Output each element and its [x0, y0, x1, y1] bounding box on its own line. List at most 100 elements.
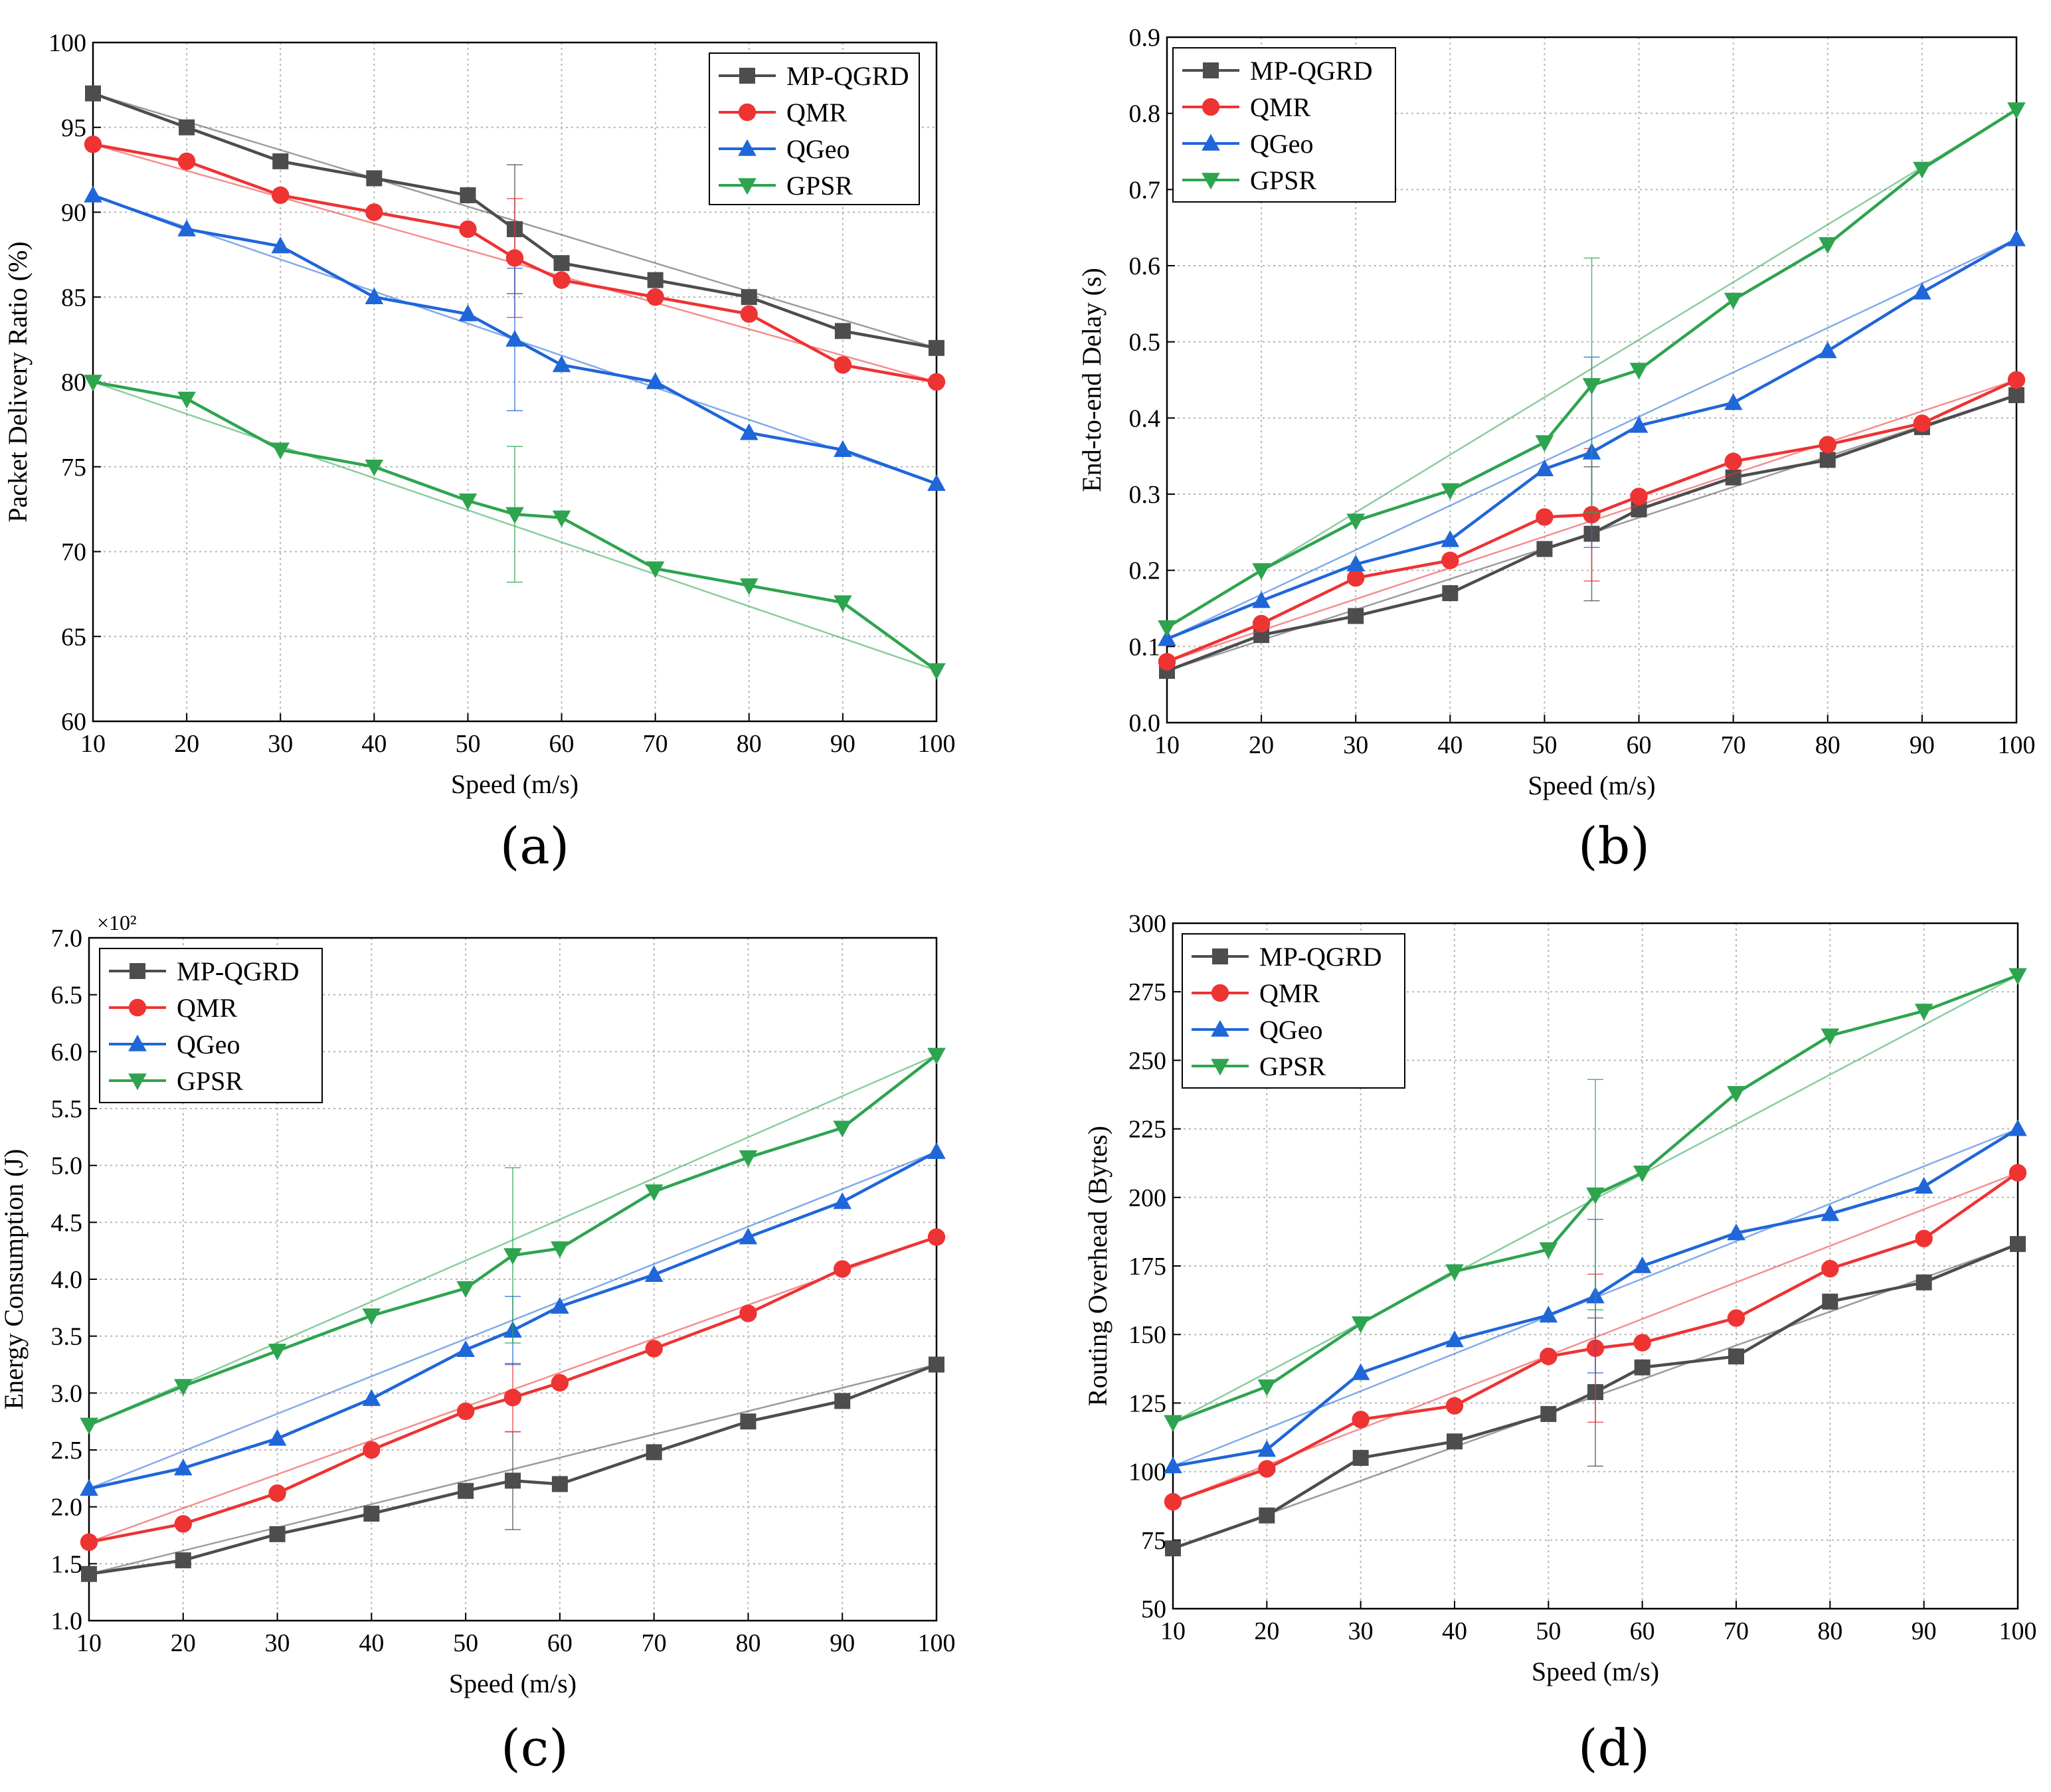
data-point — [1582, 378, 1601, 395]
data-point — [1913, 161, 1931, 179]
y-tick-label: 0.8 — [1129, 100, 1161, 128]
data-point — [268, 1484, 286, 1502]
data-point — [81, 1566, 97, 1582]
y-axis-label: End-to-end Delay (s) — [1077, 268, 1107, 492]
data-point — [84, 375, 102, 392]
series-qmr — [80, 1228, 946, 1551]
data-point — [2008, 1164, 2027, 1182]
data-point — [177, 152, 196, 171]
data-point — [1819, 452, 1836, 468]
data-point — [1728, 1348, 1744, 1365]
y-axis-multiplier: ×10² — [97, 911, 137, 935]
data-point — [268, 1344, 287, 1361]
y-axis-label: Packet Delivery Ratio (%) — [3, 241, 33, 522]
y-tick-label: 175 — [1128, 1253, 1166, 1281]
data-point — [1821, 1028, 1840, 1045]
legend-marker — [738, 178, 757, 195]
x-tick-label: 20 — [171, 1629, 196, 1657]
legend-marker — [1202, 173, 1220, 190]
y-tick-label: 70 — [61, 539, 86, 567]
x-tick-label: 40 — [1437, 731, 1463, 759]
data-point — [363, 1441, 381, 1459]
x-tick-label: 70 — [1724, 1617, 1749, 1645]
data-point — [739, 423, 758, 440]
data-point — [2007, 102, 2026, 120]
data-point — [1821, 1259, 1839, 1278]
y-tick-label: 1.5 — [51, 1550, 83, 1578]
y-tick-label: 0.6 — [1129, 252, 1161, 280]
legend-marker — [739, 68, 755, 84]
data-point — [177, 391, 196, 408]
data-point — [458, 1482, 474, 1499]
data-point — [1629, 363, 1649, 380]
data-point — [552, 355, 571, 373]
data-point — [1914, 1004, 1933, 1021]
data-point — [85, 85, 101, 102]
x-tick-label: 60 — [1627, 731, 1652, 759]
data-point — [1252, 563, 1271, 581]
data-point — [84, 185, 102, 203]
y-tick-label: 75 — [61, 454, 86, 482]
data-point — [833, 1120, 852, 1138]
legend-label: QMR — [177, 993, 237, 1023]
data-point — [1633, 1165, 1652, 1183]
data-point — [503, 1388, 522, 1407]
data-point — [551, 1476, 568, 1492]
data-point — [646, 288, 664, 306]
data-point — [1818, 237, 1837, 254]
data-point — [1252, 591, 1271, 608]
y-tick-label: 6.5 — [51, 982, 83, 1010]
y-tick-label: 50 — [1141, 1595, 1166, 1623]
data-point — [1442, 585, 1459, 602]
legend-label: QMR — [1250, 92, 1310, 122]
legend-marker — [1202, 134, 1220, 151]
data-point — [459, 220, 477, 238]
y-tick-label: 0.2 — [1129, 557, 1161, 585]
data-point — [834, 356, 852, 374]
data-point — [1540, 1405, 1557, 1422]
data-point — [1346, 555, 1366, 572]
x-tick-label: 90 — [1910, 731, 1935, 759]
x-tick-label: 80 — [1815, 731, 1840, 759]
x-tick-label: 50 — [455, 730, 480, 758]
legend-label: GPSR — [1250, 165, 1316, 195]
data-point — [1158, 653, 1176, 671]
data-point — [272, 186, 290, 205]
data-point — [1821, 1204, 1840, 1221]
data-point — [503, 1248, 522, 1265]
data-point — [1445, 1397, 1464, 1415]
data-point — [1913, 414, 1931, 432]
data-point — [362, 1308, 381, 1326]
y-tick-label: 2.5 — [51, 1437, 83, 1465]
y-tick-label: 0.4 — [1129, 404, 1161, 432]
x-tick-label: 20 — [174, 730, 199, 758]
data-point — [2008, 1119, 2027, 1136]
data-point — [460, 187, 476, 203]
data-point — [271, 236, 290, 254]
data-point — [1441, 483, 1460, 500]
data-point — [1257, 1379, 1277, 1397]
data-point — [1724, 452, 1742, 470]
data-point — [1258, 1460, 1276, 1478]
x-tick-label: 50 — [1532, 731, 1557, 759]
data-point — [646, 1444, 662, 1461]
data-point — [551, 1374, 569, 1392]
legend-marker — [128, 1034, 147, 1051]
series-gpsr — [1158, 102, 2026, 638]
y-tick-label: 0.5 — [1129, 329, 1161, 357]
legend-marker — [1203, 62, 1219, 78]
y-tick-label: 300 — [1128, 910, 1166, 938]
legend-marker — [130, 963, 145, 979]
series-gpsr — [80, 1047, 946, 1435]
data-point — [173, 1379, 193, 1396]
series-gpsr — [1164, 968, 2027, 1432]
data-point — [1539, 1305, 1558, 1323]
x-tick-label: 100 — [918, 1629, 956, 1657]
data-point — [179, 119, 195, 135]
data-point — [1724, 393, 1743, 410]
data-point — [1441, 530, 1460, 547]
data-point — [646, 372, 665, 389]
data-point — [505, 507, 524, 524]
y-tick-label: 80 — [61, 369, 86, 397]
data-point — [1445, 1264, 1464, 1281]
